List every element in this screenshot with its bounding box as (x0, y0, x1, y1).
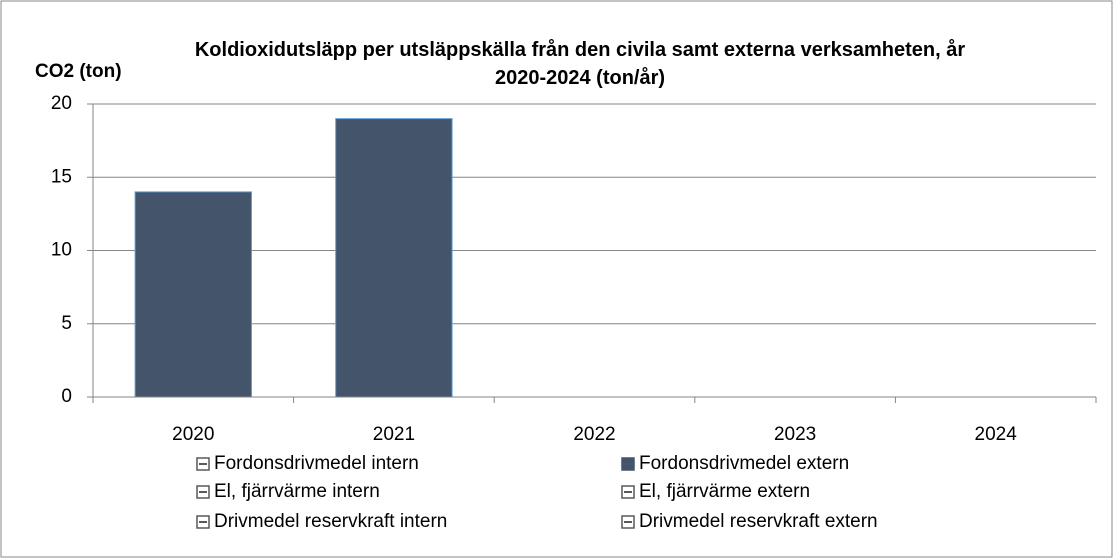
y-tick-label: 15 (51, 166, 72, 187)
bar (335, 118, 453, 398)
y-tick-label: 5 (61, 313, 72, 334)
legend-label: El, fjärrvärme extern (639, 481, 810, 502)
x-tick-label: 2024 (975, 424, 1018, 445)
x-tick-label: 2021 (373, 424, 415, 445)
legend-label: Drivmedel reservkraft intern (214, 511, 447, 532)
bar (134, 191, 252, 398)
legend-label: Fordonsdrivmedel intern (214, 453, 419, 474)
legend-label: Fordonsdrivmedel extern (639, 453, 849, 474)
y-tick-label: 10 (51, 240, 72, 261)
x-tick-label: 2020 (172, 424, 214, 445)
y-axis-label: CO2 (ton) (35, 61, 122, 82)
y-tick-label: 20 (51, 93, 72, 114)
chart-title: Koldioxidutsläpp per utsläppskälla från … (194, 39, 966, 89)
y-tick-label: 0 (61, 386, 72, 407)
legend-label: Drivmedel reservkraft extern (639, 511, 878, 532)
x-tick-label: 2022 (573, 424, 615, 445)
x-tick-label: 2023 (774, 424, 816, 445)
legend-label: El, fjärrvärme intern (214, 481, 380, 502)
legend-swatch (621, 457, 635, 471)
